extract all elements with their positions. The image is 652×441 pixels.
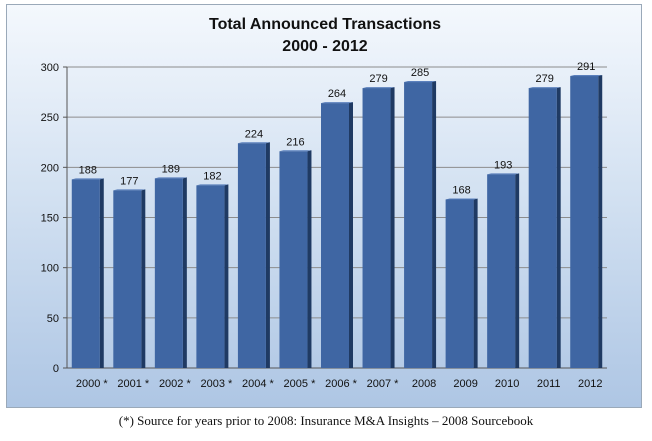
y-tick-label: 100: [41, 263, 59, 275]
source-footnote: (*) Source for years prior to 2008: Insu…: [118, 413, 534, 428]
x-tick-label: 2012: [578, 378, 602, 390]
bar-side: [473, 198, 478, 368]
bar: [113, 190, 142, 368]
bar-top: [362, 87, 395, 89]
bar-top: [196, 184, 229, 186]
x-tick-label: 2001 *: [117, 378, 150, 390]
bar: [570, 76, 599, 368]
bar-value-label: 168: [452, 184, 470, 196]
x-tick-label: 2003 *: [200, 378, 233, 390]
bar-top: [237, 142, 270, 144]
x-tick-label: 2010: [495, 378, 519, 390]
x-tick-label: 2007 *: [367, 378, 400, 390]
x-tick-label: 2005 *: [284, 378, 317, 390]
x-tick-label: 2009: [453, 378, 477, 390]
x-tick-label: 2008: [412, 378, 436, 390]
bar-value-label: 188: [79, 164, 97, 176]
bar-side: [99, 178, 104, 368]
bar-top: [113, 189, 146, 191]
x-tick-labels: 2000 * 2001 * 2002 * 2003 * 2004 * 2005 * 2006…: [76, 378, 603, 390]
bar-top: [154, 177, 187, 179]
chart-subtitle: 2000 - 2012: [282, 38, 368, 55]
bar-top: [71, 178, 104, 180]
x-tick-label: 2011: [537, 378, 561, 390]
y-tick-label: 200: [41, 162, 59, 174]
bar-value-label: 264: [328, 88, 346, 100]
x-tick-label: 2004 *: [242, 378, 275, 390]
chart-frame: Total Announced Transactions 2000 - 2012…: [6, 4, 642, 408]
bar-side: [307, 150, 312, 368]
data-labels: 188 177 189 182 224 216 264 279 285 168 193 279 291: [79, 61, 596, 196]
bar: [196, 185, 225, 368]
bar: [321, 103, 349, 369]
bar-top: [445, 198, 478, 200]
y-tick-label: 50: [47, 313, 59, 325]
y-tick-label: 300: [41, 62, 59, 74]
bar-top: [528, 87, 561, 89]
bar: [445, 199, 474, 368]
bar: [71, 179, 100, 368]
bar: [237, 143, 266, 368]
bar-side: [556, 87, 561, 368]
bar: [362, 88, 391, 368]
bar: [279, 151, 308, 368]
bar-value-label: 216: [286, 136, 304, 148]
bar-side: [598, 75, 603, 368]
bar-chart: Total Announced Transactions 2000 - 2012…: [41, 16, 607, 390]
bar-side: [515, 173, 520, 368]
bar-side: [224, 184, 229, 368]
bar: [487, 174, 516, 368]
bar-top: [404, 81, 437, 83]
bar-top: [321, 102, 353, 104]
bar-value-label: 224: [245, 128, 263, 140]
bar: [404, 82, 433, 369]
x-tick-label: 2006 *: [325, 378, 358, 390]
bar-side: [432, 81, 437, 369]
y-tick-label: 250: [41, 112, 59, 124]
bar-side: [182, 177, 187, 368]
y-tick-label: 0: [53, 363, 59, 375]
bar: [154, 178, 183, 368]
bar: [528, 88, 557, 368]
bars: [71, 75, 603, 369]
x-tick-label: 2000 *: [76, 378, 109, 390]
y-tick-labels: 0 50 100 150 200 250 300: [41, 62, 59, 375]
bar-value-label: 279: [536, 73, 554, 85]
bar-value-label: 291: [577, 61, 595, 73]
bar-side: [265, 142, 270, 368]
bar-value-label: 193: [494, 159, 512, 171]
bar-value-label: 285: [411, 67, 429, 79]
bar-value-label: 279: [369, 73, 387, 85]
bar-side: [390, 87, 395, 368]
bar-side: [349, 102, 353, 369]
bar-side: [141, 189, 146, 368]
chart-title: Total Announced Transactions: [209, 16, 441, 33]
x-tick-label: 2002 *: [159, 378, 192, 390]
bar-value-label: 182: [203, 170, 221, 182]
y-tick-label: 150: [41, 213, 59, 225]
bar-value-label: 189: [162, 163, 180, 175]
bar-top: [570, 75, 603, 77]
bar-top: [279, 150, 312, 152]
bar-value-label: 177: [120, 175, 138, 187]
bar-top: [487, 173, 520, 175]
